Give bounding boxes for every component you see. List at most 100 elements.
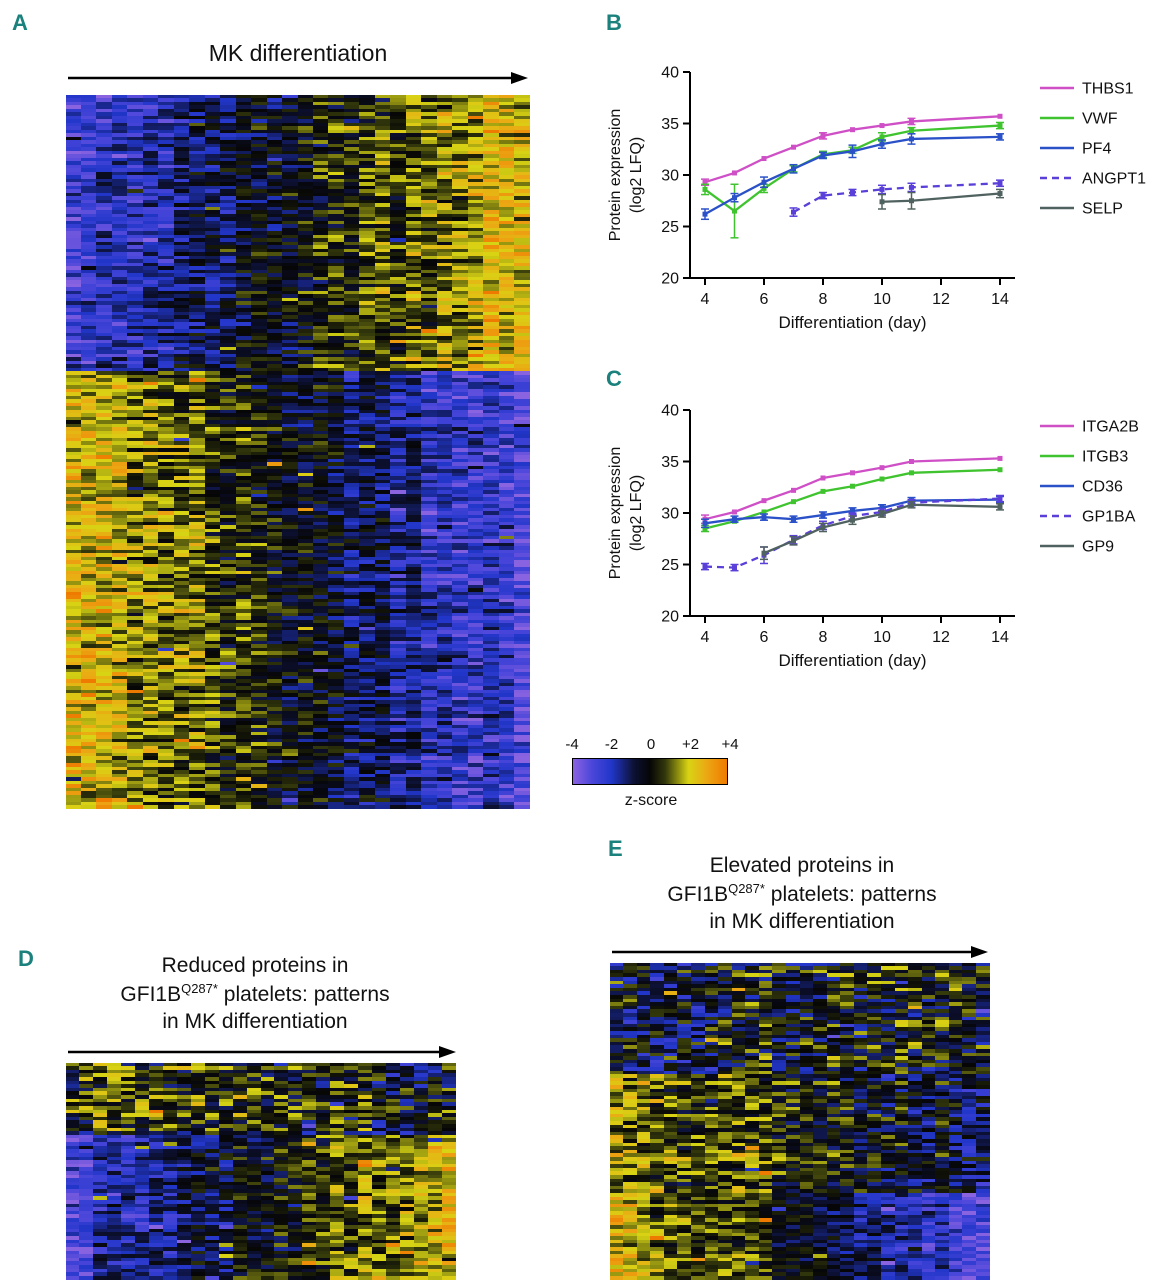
data-point — [850, 148, 855, 154]
data-point — [879, 505, 885, 511]
x-axis-title: Differentiation (day) — [778, 651, 926, 670]
data-point — [997, 467, 1003, 473]
y-tick-label: 35 — [661, 116, 679, 133]
y-axis-title: (log2 LFQ) — [628, 137, 645, 213]
panel-d-label: D — [18, 946, 35, 971]
data-point — [997, 504, 1003, 510]
colorbar-tick-label: +2 — [681, 736, 700, 753]
colorbar: -4 -2 0 +2 +4 z-score — [565, 736, 738, 810]
data-point — [732, 208, 737, 214]
x-tick-label: 4 — [701, 291, 710, 308]
x-tick-label: 12 — [932, 629, 950, 646]
data-point — [909, 502, 914, 508]
panel-d-title: Reduced proteins in GFI1BQ287* platelets… — [45, 952, 465, 1036]
panel-d-title-line2: platelets: patterns — [217, 982, 390, 1006]
data-point — [702, 179, 708, 185]
y-axis-title: Protein expression — [607, 109, 624, 242]
data-point — [702, 186, 708, 192]
y-axis-title: (log2 LFQ) — [628, 475, 645, 551]
y-tick-label: 20 — [661, 271, 679, 288]
data-point — [909, 198, 914, 204]
data-point — [997, 180, 1003, 186]
data-point — [820, 488, 826, 494]
y-tick-label: 30 — [661, 168, 679, 185]
y-tick-label: 25 — [661, 219, 679, 236]
panel-e-label: E — [608, 836, 624, 861]
data-point — [702, 211, 708, 217]
data-point — [850, 517, 855, 523]
panel-d-gene-superscript: Q287* — [181, 980, 218, 996]
legend-label: ITGA2B — [1082, 419, 1139, 436]
colorbar-gradient — [572, 758, 728, 785]
data-point — [761, 550, 767, 556]
panel-e-title-line2: platelets: patterns — [764, 882, 937, 906]
x-tick-label: 8 — [819, 291, 828, 308]
data-point — [761, 156, 767, 162]
series-line-selp — [881, 192, 1001, 203]
y-tick-label: 25 — [661, 557, 679, 574]
data-point — [997, 134, 1003, 140]
legend-label: GP9 — [1082, 539, 1114, 556]
panel-d-arrow — [68, 1046, 456, 1058]
y-tick-label: 20 — [661, 609, 679, 626]
data-point — [879, 134, 885, 140]
legend-label: THBS1 — [1082, 81, 1134, 98]
data-point — [732, 509, 737, 515]
y-axis-title: Protein expression — [607, 447, 624, 580]
data-point — [850, 127, 855, 133]
legend-label: VWF — [1082, 111, 1118, 128]
data-point — [909, 184, 914, 190]
legend-label: ITGB3 — [1082, 449, 1128, 466]
data-point — [850, 190, 855, 196]
series-line-angpt1 — [792, 182, 1001, 214]
data-point — [879, 123, 885, 129]
data-point — [761, 509, 767, 515]
data-point — [761, 179, 767, 185]
data-point — [820, 512, 826, 518]
data-point — [909, 459, 914, 464]
data-point — [732, 516, 737, 522]
panel-e-gene: GFI1B — [667, 882, 729, 906]
x-tick-label: 8 — [819, 629, 828, 646]
panel-e-arrow — [612, 946, 988, 958]
data-point — [702, 520, 708, 526]
x-tick-label: 4 — [701, 629, 710, 646]
data-point — [820, 152, 826, 158]
data-point — [850, 508, 855, 514]
panel-b-label: B — [606, 10, 623, 35]
data-point — [820, 193, 826, 199]
data-point — [879, 199, 885, 205]
data-point — [820, 133, 826, 139]
panel-a-title: MK differentiation — [208, 40, 388, 66]
data-point — [850, 483, 855, 489]
legend-label: GP1BA — [1082, 509, 1136, 526]
y-tick-label: 30 — [661, 506, 679, 523]
data-point — [909, 128, 914, 134]
x-tick-label: 10 — [873, 291, 891, 308]
colorbar-tick-label: -2 — [604, 736, 619, 753]
heatmap-panel-e — [610, 963, 990, 1280]
x-tick-label: 6 — [760, 629, 769, 646]
data-point — [761, 185, 767, 191]
data-point — [997, 123, 1003, 129]
panel-e-title-line1: Elevated proteins in — [709, 854, 895, 877]
data-point — [879, 476, 885, 482]
data-point — [997, 191, 1003, 197]
x-tick-label: 6 — [760, 291, 769, 308]
data-point — [702, 564, 708, 570]
panel-d-title-line3: in MK differentiation — [162, 1010, 348, 1034]
colorbar-tick-label: -4 — [565, 736, 579, 753]
legend-label: SELP — [1082, 201, 1123, 218]
data-point — [732, 195, 737, 201]
heatmap-panel-d — [66, 1063, 456, 1280]
colorbar-tick-label: +4 — [721, 736, 739, 753]
series-line-gp1ba — [704, 497, 1001, 569]
legend-label: ANGPT1 — [1082, 171, 1146, 188]
data-point — [820, 524, 826, 530]
data-point — [791, 166, 796, 172]
data-point — [791, 487, 796, 493]
data-point — [879, 465, 885, 471]
data-point — [761, 498, 767, 504]
panel-d-title-line1: Reduced proteins in — [161, 954, 349, 977]
